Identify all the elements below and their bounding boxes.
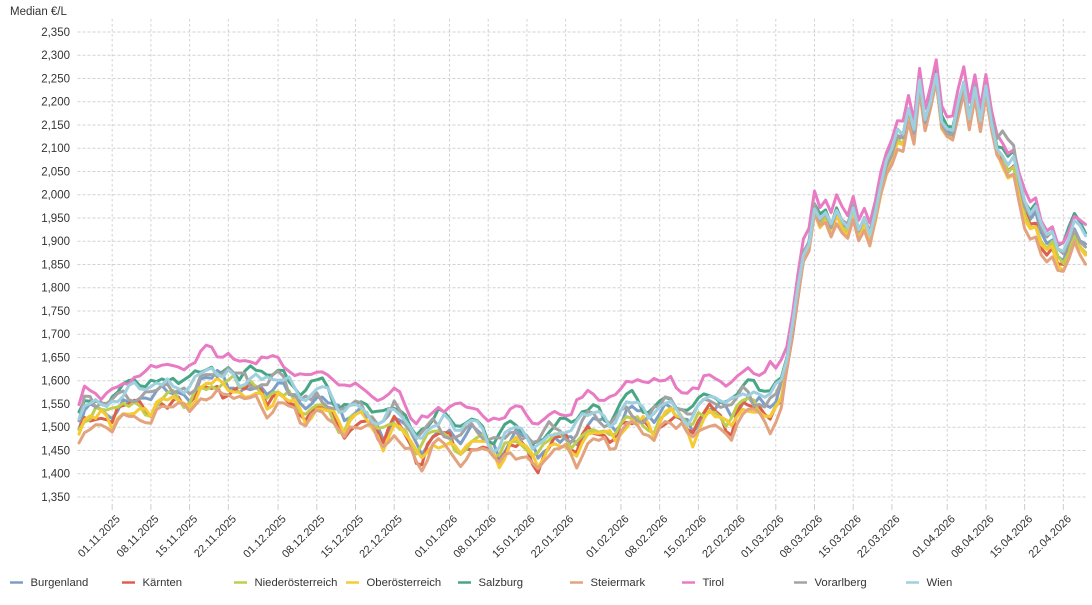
- svg-text:1,950: 1,950: [41, 213, 70, 225]
- svg-text:Niederösterreich: Niederösterreich: [255, 577, 338, 589]
- svg-text:2,050: 2,050: [41, 166, 70, 178]
- svg-text:2,150: 2,150: [41, 120, 70, 132]
- svg-text:1,500: 1,500: [41, 422, 70, 434]
- svg-text:Median €/L: Median €/L: [10, 6, 68, 18]
- svg-text:2,250: 2,250: [41, 73, 70, 85]
- svg-text:1,350: 1,350: [41, 492, 70, 504]
- svg-text:1,800: 1,800: [41, 283, 70, 295]
- svg-text:1,450: 1,450: [41, 445, 70, 457]
- svg-text:1,850: 1,850: [41, 259, 70, 271]
- svg-text:1,700: 1,700: [41, 329, 70, 341]
- svg-text:2,350: 2,350: [41, 27, 70, 39]
- svg-text:1,900: 1,900: [41, 236, 70, 248]
- svg-text:Oberösterreich: Oberösterreich: [367, 577, 442, 589]
- svg-text:Steiermark: Steiermark: [591, 577, 646, 589]
- svg-text:2,300: 2,300: [41, 50, 70, 62]
- svg-text:2,100: 2,100: [41, 143, 70, 155]
- svg-text:Wien: Wien: [927, 577, 953, 589]
- svg-text:2,000: 2,000: [41, 190, 70, 202]
- svg-text:Kärnten: Kärnten: [143, 577, 183, 589]
- svg-text:1,650: 1,650: [41, 352, 70, 364]
- svg-text:Tirol: Tirol: [703, 577, 725, 589]
- svg-text:Salzburg: Salzburg: [479, 577, 524, 589]
- svg-text:Vorarlberg: Vorarlberg: [815, 577, 867, 589]
- svg-text:1,550: 1,550: [41, 399, 70, 411]
- svg-text:1,600: 1,600: [41, 376, 70, 388]
- svg-text:1,750: 1,750: [41, 306, 70, 318]
- svg-text:1,400: 1,400: [41, 469, 70, 481]
- svg-text:Burgenland: Burgenland: [31, 577, 89, 589]
- svg-text:2,200: 2,200: [41, 97, 70, 109]
